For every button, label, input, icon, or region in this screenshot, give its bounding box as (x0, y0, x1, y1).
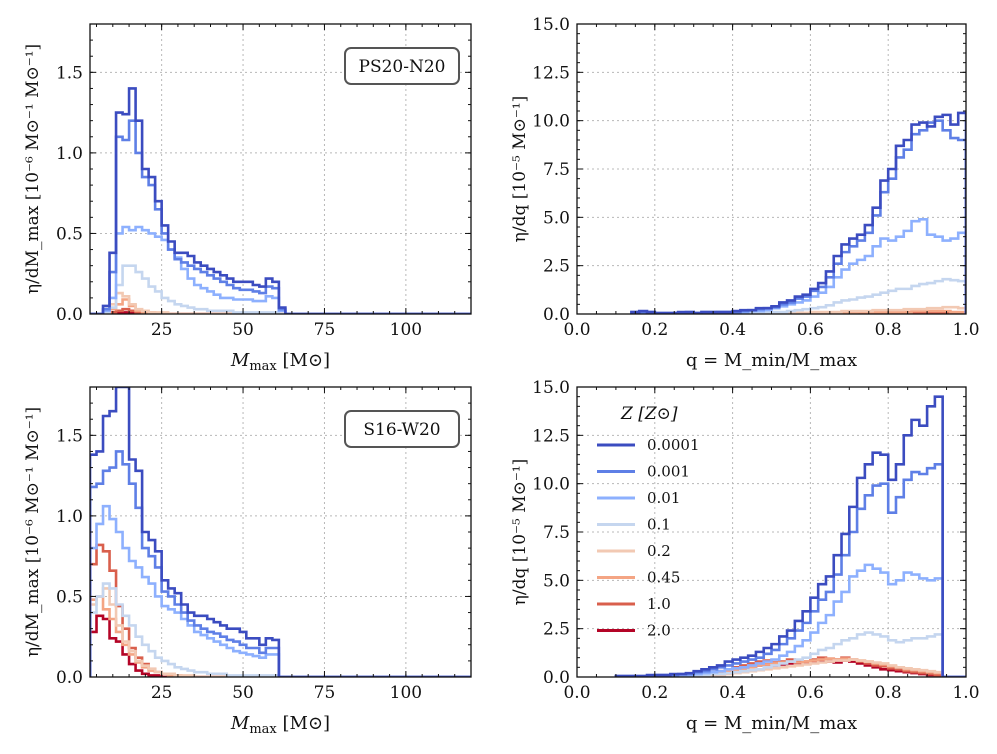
y-tick-label: 2.5 (543, 257, 570, 277)
y-tick-label: 10.0 (532, 112, 570, 132)
x-tick-label: 25 (151, 320, 173, 340)
annotation-box (344, 410, 460, 448)
y-tick-label: 0.0 (56, 305, 83, 325)
legend-entry-label: 0.1 (647, 516, 671, 534)
series-line-1.0 (90, 307, 471, 314)
x-tick-label: 0.2 (641, 683, 668, 703)
series-line-0.1 (90, 264, 471, 314)
y-tick-label: 7.5 (543, 523, 570, 543)
panel-bottom-right: 0.0 0.2 0.4 0.6 0.8 1.0 0.0 2.5 5.0 7.5 10.0 12.5 15… (510, 378, 980, 734)
series-line-0.0001 (630, 111, 966, 314)
y-axis-label: η/dM_max [10⁻⁶ M⊙⁻¹ M⊙⁻¹] (23, 44, 43, 294)
series-line-0.001 (90, 450, 471, 677)
series-line-0.0001 (90, 387, 471, 677)
y-tick-label: 0.5 (56, 587, 83, 607)
annotation-box (344, 47, 460, 85)
y-tick-label: 0.0 (56, 668, 83, 688)
y-tick-label: 0.5 (56, 224, 83, 244)
x-tick-label: 75 (314, 320, 336, 340)
x-tick-label: 100 (390, 683, 422, 703)
x-tick-label: 0.0 (563, 683, 590, 703)
y-tick-label: 1.5 (56, 426, 83, 446)
annotation-label: PS20-N20 (359, 57, 446, 77)
x-tick-label: 75 (314, 683, 336, 703)
legend-entry-label: 0.2 (647, 542, 671, 560)
legend-entry-label: 2.0 (647, 622, 671, 640)
y-tick-label: 15.0 (532, 15, 570, 35)
x-axis-label: Mmax [M⊙] (230, 350, 330, 374)
series-line-2.0 (90, 614, 471, 677)
y-tick-label: 12.5 (532, 63, 570, 83)
y-tick-label: 7.5 (543, 160, 570, 180)
series-line-0.01 (90, 504, 471, 677)
series-group (630, 111, 966, 314)
legend-entry-label: 0.01 (647, 489, 680, 507)
x-tick-label: 0.0 (563, 320, 590, 340)
x-tick-label: 0.8 (875, 320, 902, 340)
panel-bottom-left: 25 50 75 100 0.0 0.5 1.0 1.5 Mmax [M⊙] η/dM_max [… (23, 386, 472, 737)
x-tick-label: 1.0 (952, 683, 979, 703)
x-tick-label: 0.4 (719, 320, 746, 340)
series-line-0.01 (90, 225, 471, 314)
series-line-0.0001 (90, 87, 471, 314)
x-tick-label: 0.4 (719, 683, 746, 703)
series-line-0.001 (90, 119, 471, 314)
series-line-0.1 (631, 277, 966, 314)
x-tick-label: 0.6 (797, 683, 824, 703)
y-tick-label: 5.0 (543, 208, 570, 228)
y-axis-label: η/dq [10⁻⁵ M⊙⁻¹] (510, 96, 530, 243)
y-tick-label: 5.0 (543, 571, 570, 591)
x-tick-label: 0.2 (641, 320, 668, 340)
y-tick-label: 1.5 (56, 63, 83, 83)
annotation-label: S16-W20 (363, 420, 440, 440)
x-tick-label: 100 (390, 320, 422, 340)
x-axis-label: q = M_min/M_max (686, 350, 857, 371)
series-line-0.2 (631, 305, 966, 314)
legend-entry-label: 0.0001 (647, 436, 700, 454)
series-group (90, 387, 471, 677)
series-line-1.0 (90, 543, 471, 677)
x-axis-label: q = M_min/M_max (686, 713, 857, 734)
legend-entry-label: 1.0 (647, 595, 671, 613)
series-line-0.1 (90, 582, 471, 677)
x-axis-label: Mmax [M⊙] (230, 713, 330, 737)
legend-entry-label: 0.45 (647, 569, 680, 587)
legend-title: Z [Z⊙] (620, 404, 678, 424)
series-line-2.0 (90, 311, 471, 314)
x-tick-label: 50 (232, 320, 254, 340)
x-tick-label: 50 (232, 683, 254, 703)
y-tick-label: 2.5 (543, 620, 570, 640)
x-tick-label: 0.8 (875, 683, 902, 703)
y-tick-label: 15.0 (532, 378, 570, 398)
y-tick-label: 12.5 (532, 426, 570, 446)
panel-top-left: 25 50 75 100 0.0 0.5 1.0 1.5 Mmax [M⊙] η/dM_max [… (23, 23, 472, 374)
x-tick-label: 1.0 (952, 320, 979, 340)
x-tick-label: 0.6 (797, 320, 824, 340)
y-tick-label: 1.0 (56, 507, 83, 527)
x-tick-label: 25 (151, 683, 173, 703)
y-axis-label: η/dM_max [10⁻⁶ M⊙⁻¹ M⊙⁻¹] (23, 407, 43, 657)
y-tick-label: 0.0 (543, 305, 570, 325)
y-tick-label: 1.0 (56, 144, 83, 164)
legend: Z [Z⊙] 0.0001 0.001 0.01 0.1 0.2 0.45 1.0 2.0 (597, 404, 700, 640)
y-tick-label: 10.0 (532, 475, 570, 495)
y-axis-label: η/dq [10⁻⁵ M⊙⁻¹] (510, 459, 530, 606)
panel-top-right: 0.0 0.2 0.4 0.6 0.8 1.0 0.0 2.5 5.0 7.5 10.0 12.5 15… (510, 15, 980, 371)
series-line-0.0001 (614, 395, 966, 677)
series-group (90, 87, 471, 314)
series-line-1.0 (631, 311, 966, 314)
legend-entry-label: 0.001 (647, 463, 690, 481)
y-tick-label: 0.0 (543, 668, 570, 688)
